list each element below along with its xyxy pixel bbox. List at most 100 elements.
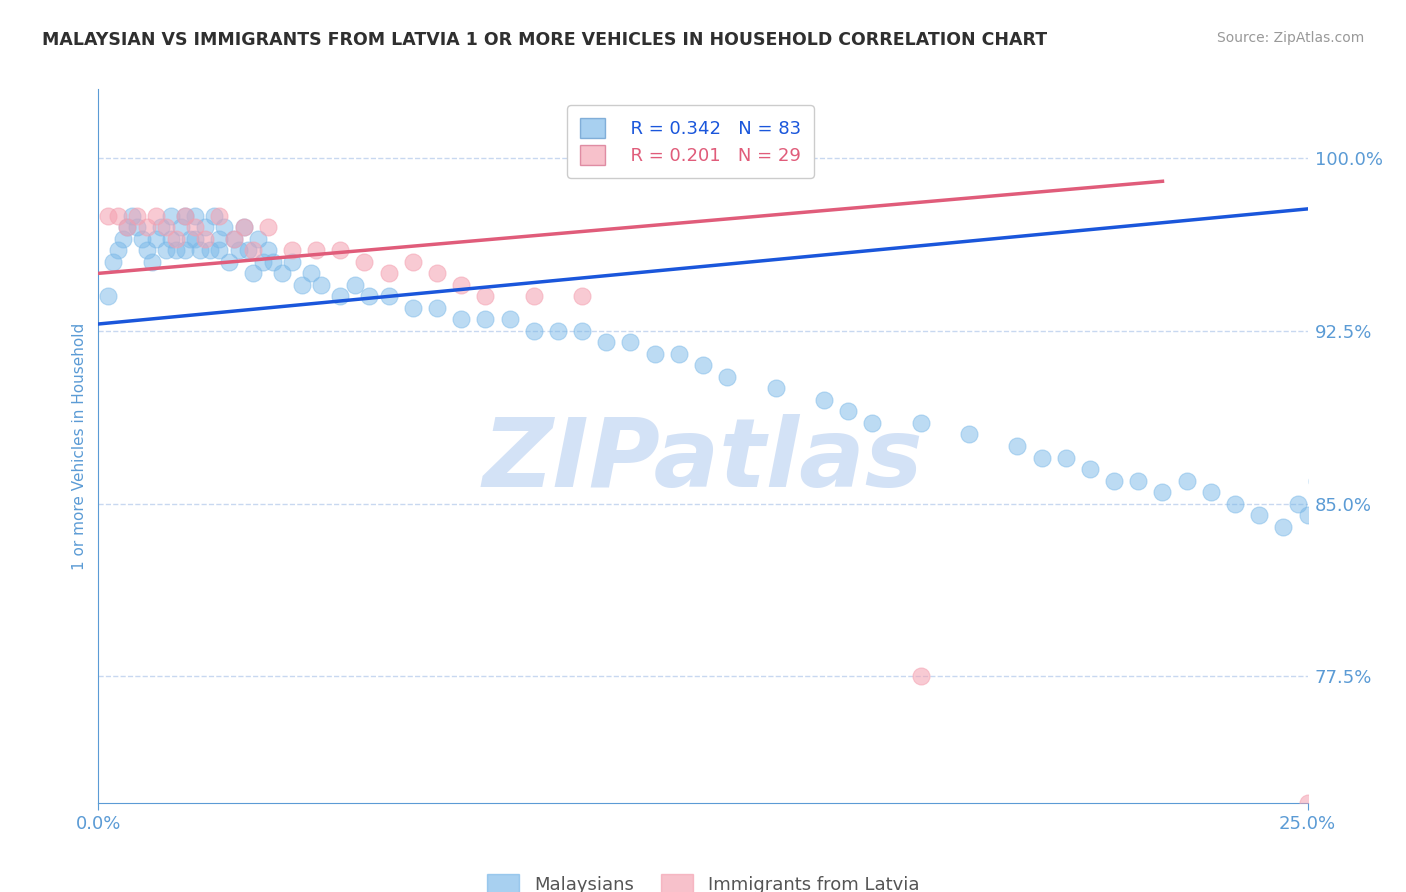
Point xyxy=(474,289,496,303)
Point xyxy=(644,347,666,361)
Point xyxy=(242,266,264,280)
Point xyxy=(619,335,641,350)
Point xyxy=(1007,439,1029,453)
Point xyxy=(184,209,207,223)
Point xyxy=(222,232,245,246)
Point xyxy=(97,209,120,223)
Text: ZIPatlas: ZIPatlas xyxy=(482,414,924,507)
Point xyxy=(716,370,738,384)
Point xyxy=(194,220,217,235)
Point xyxy=(547,324,569,338)
Point xyxy=(498,312,520,326)
Point xyxy=(329,289,352,303)
Point xyxy=(127,209,149,223)
Point xyxy=(160,232,183,246)
Point xyxy=(155,220,177,235)
Point xyxy=(222,232,245,246)
Point xyxy=(1078,462,1101,476)
Point xyxy=(281,255,304,269)
Point xyxy=(198,244,221,258)
Point xyxy=(474,312,496,326)
Point xyxy=(232,220,254,235)
Point xyxy=(1175,474,1198,488)
Point xyxy=(121,209,143,223)
Point xyxy=(271,266,294,280)
Point xyxy=(353,255,375,269)
Point xyxy=(402,255,425,269)
Point xyxy=(135,220,157,235)
Point xyxy=(668,347,690,361)
Point xyxy=(242,244,264,258)
Point xyxy=(141,255,163,269)
Point xyxy=(299,266,322,280)
Point xyxy=(179,232,201,246)
Point xyxy=(107,244,129,258)
Point xyxy=(426,301,449,315)
Point xyxy=(228,244,250,258)
Point xyxy=(765,381,787,395)
Point xyxy=(343,277,366,292)
Point xyxy=(1054,450,1077,465)
Point xyxy=(252,255,274,269)
Point xyxy=(155,244,177,258)
Point xyxy=(150,220,173,235)
Point xyxy=(262,255,284,269)
Point xyxy=(329,244,352,258)
Point xyxy=(450,312,472,326)
Point xyxy=(1102,474,1125,488)
Point xyxy=(1296,508,1319,522)
Point xyxy=(174,209,197,223)
Point xyxy=(111,232,134,246)
Point xyxy=(426,266,449,280)
Legend: Malaysians, Immigrants from Latvia: Malaysians, Immigrants from Latvia xyxy=(478,865,928,892)
Point xyxy=(309,277,332,292)
Point xyxy=(450,277,472,292)
Point xyxy=(184,232,207,246)
Point xyxy=(208,244,231,258)
Point xyxy=(1296,796,1319,810)
Point xyxy=(1310,151,1333,165)
Point xyxy=(145,209,167,223)
Point xyxy=(204,209,226,223)
Point xyxy=(692,359,714,373)
Point xyxy=(174,209,197,223)
Point xyxy=(212,220,235,235)
Point xyxy=(127,220,149,235)
Point xyxy=(1031,450,1053,465)
Point xyxy=(910,416,932,430)
Point xyxy=(1249,508,1271,522)
Y-axis label: 1 or more Vehicles in Household: 1 or more Vehicles in Household xyxy=(72,322,87,570)
Point xyxy=(571,324,593,338)
Point xyxy=(165,232,187,246)
Point xyxy=(256,220,278,235)
Point xyxy=(97,289,120,303)
Point xyxy=(957,427,980,442)
Point xyxy=(107,209,129,223)
Point xyxy=(523,324,546,338)
Point xyxy=(813,392,835,407)
Point xyxy=(281,244,304,258)
Point xyxy=(595,335,617,350)
Point xyxy=(208,232,231,246)
Point xyxy=(238,244,260,258)
Point xyxy=(290,277,312,292)
Point xyxy=(194,232,217,246)
Point xyxy=(359,289,381,303)
Point xyxy=(165,244,187,258)
Point xyxy=(1199,485,1222,500)
Point xyxy=(131,232,153,246)
Point xyxy=(160,209,183,223)
Point xyxy=(860,416,883,430)
Text: Source: ZipAtlas.com: Source: ZipAtlas.com xyxy=(1216,31,1364,45)
Point xyxy=(377,266,399,280)
Point xyxy=(208,209,231,223)
Point xyxy=(135,244,157,258)
Point xyxy=(169,220,191,235)
Point xyxy=(377,289,399,303)
Point xyxy=(1223,497,1246,511)
Point xyxy=(1286,497,1309,511)
Point xyxy=(188,244,211,258)
Point xyxy=(1306,474,1329,488)
Point xyxy=(523,289,546,303)
Point xyxy=(910,669,932,683)
